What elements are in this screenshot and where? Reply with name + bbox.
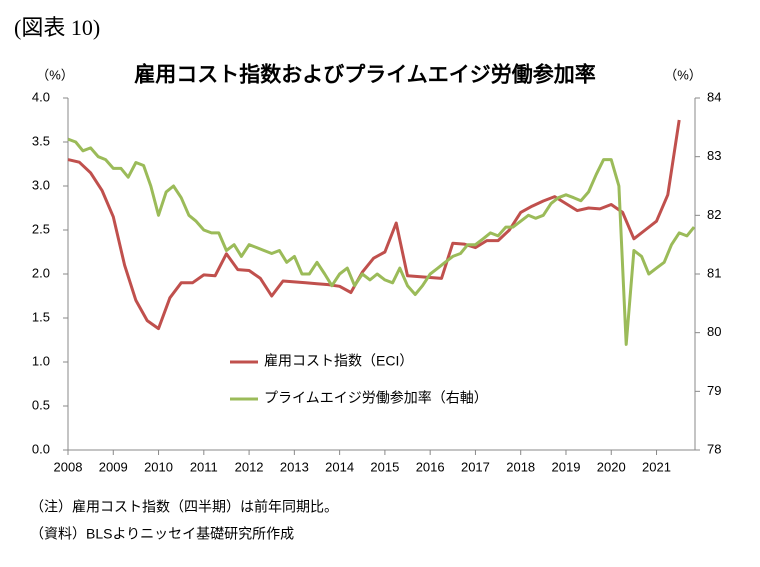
y2-tick-label: 84 <box>707 89 721 104</box>
x-tick-label: 2021 <box>642 459 671 474</box>
y2-tick-label: 79 <box>707 383 721 398</box>
x-tick-label: 2013 <box>280 459 309 474</box>
x-tick-label: 2020 <box>597 459 626 474</box>
x-tick-label: 2011 <box>190 459 218 474</box>
y-tick-label: 1.0 <box>32 353 50 368</box>
y2-tick-label: 81 <box>707 265 721 280</box>
x-tick-label: 2009 <box>99 459 128 474</box>
x-tick-label: 2008 <box>54 459 83 474</box>
series-line <box>67 119 681 331</box>
figure-label: (図表 10) <box>14 15 100 40</box>
x-tick-label: 2019 <box>552 459 581 474</box>
note: （注）雇用コスト指数（四半期）は前年同期比。 <box>30 499 338 515</box>
y-tick-label: 0.0 <box>32 441 50 456</box>
x-tick-label: 2010 <box>144 459 173 474</box>
y2-tick-label: 78 <box>707 441 721 456</box>
y-tick-label: 2.0 <box>32 265 50 280</box>
x-tick-label: 2017 <box>461 459 490 474</box>
x-tick-label: 2016 <box>416 459 445 474</box>
y-tick-label: 3.5 <box>32 133 50 148</box>
y-tick-label: 4.0 <box>32 89 50 104</box>
legend-label: 雇用コスト指数（ECI） <box>264 353 413 369</box>
note: （資料）BLSよりニッセイ基礎研究所作成 <box>30 526 294 542</box>
series-line <box>67 137 696 346</box>
y-tick-label: 0.5 <box>32 397 50 412</box>
legend-label: プライムエイジ労働参加率（右軸） <box>264 390 488 406</box>
x-tick-label: 2014 <box>325 459 354 474</box>
y2-tick-label: 83 <box>707 148 721 163</box>
x-tick-label: 2015 <box>370 459 399 474</box>
y-tick-label: 3.0 <box>32 177 50 192</box>
y2-unit: （%） <box>664 67 702 82</box>
y2-tick-label: 82 <box>707 207 721 222</box>
x-tick-label: 2018 <box>506 459 535 474</box>
y-tick-label: 1.5 <box>32 309 50 324</box>
y-unit: （%） <box>36 67 74 82</box>
x-tick-label: 2012 <box>235 459 264 474</box>
chart-title: 雇用コスト指数およびプライムエイジ労働参加率 <box>134 63 596 87</box>
y2-tick-label: 80 <box>707 324 721 339</box>
y-tick-label: 2.5 <box>32 221 50 236</box>
